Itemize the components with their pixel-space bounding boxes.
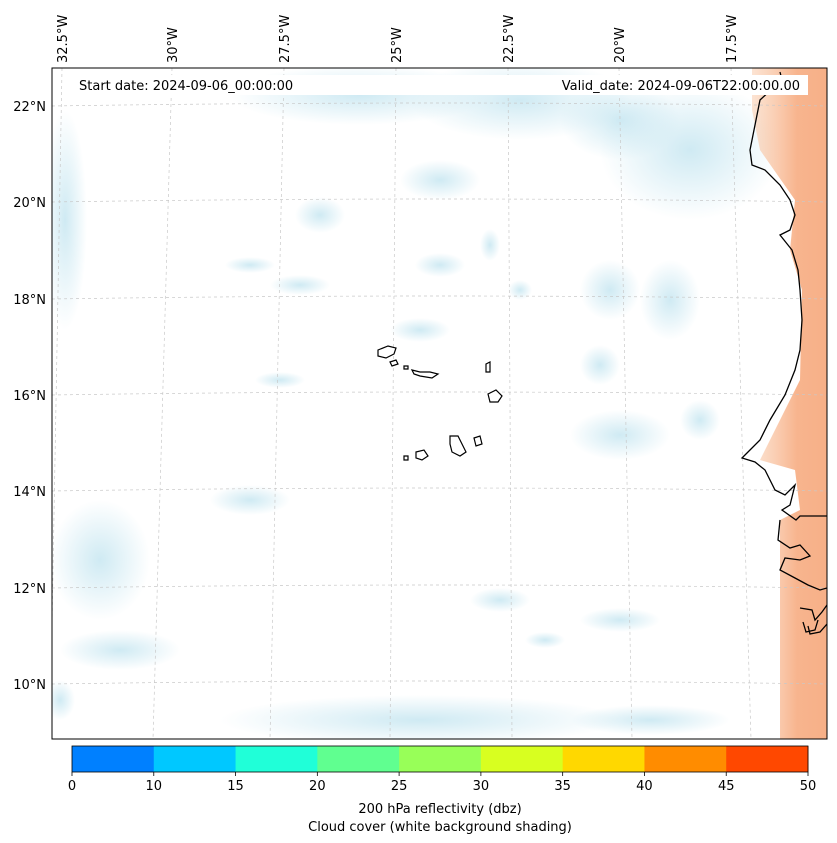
valid-date-text: Valid_date: 2024-09-06T22:00:00.00 <box>562 79 800 94</box>
colorbar: 0 10 15 20 25 30 35 40 45 50 200 hPa reflectivity… <box>68 745 816 835</box>
island-santo-antao <box>377 345 397 359</box>
colorbar-border <box>71 745 809 773</box>
colorbar-swatch <box>399 746 482 772</box>
lat-label: 20°N <box>13 196 46 211</box>
island-sao-vicente <box>389 359 399 367</box>
colorbar-tick-label: 30 <box>473 779 490 794</box>
lon-label: 25°W <box>390 27 405 63</box>
lon-label: 30°W <box>166 27 181 63</box>
colorbar-tick-label: 40 <box>636 779 653 794</box>
latitude-labels: 22°N 20°N 18°N 16°N 14°N 12°N 10°N <box>13 100 46 693</box>
lon-label: 17.5°W <box>725 15 740 63</box>
colorbar-swatch <box>726 746 809 772</box>
cloud-cover-layer <box>52 68 780 739</box>
graticule <box>52 68 827 739</box>
island-sal <box>485 361 491 373</box>
lon-label: 22.5°W <box>502 15 517 63</box>
colorbar-tick-label: 20 <box>309 779 326 794</box>
colorbar-swatches <box>72 746 809 772</box>
colorbar-tick-label: 10 <box>146 779 163 794</box>
lon-label: 20°W <box>613 27 628 63</box>
cape-verde-islands <box>377 345 503 461</box>
colorbar-ticks: 0 10 15 20 25 30 35 40 45 50 <box>68 772 816 794</box>
colorbar-tick-label: 45 <box>718 779 735 794</box>
island-fogo <box>415 449 429 461</box>
lon-label: 32.5°W <box>56 15 71 63</box>
island-santiago <box>449 435 467 457</box>
date-info-box <box>70 75 808 95</box>
colorbar-swatch <box>644 746 727 772</box>
africa-coastline <box>740 71 827 635</box>
colorbar-swatch <box>317 746 400 772</box>
colorbar-label-line1: 200 hPa reflectivity (dbz) <box>358 802 521 817</box>
colorbar-swatch <box>153 746 237 772</box>
longitude-labels: 32.5°W 30°W 27.5°W 25°W 22.5°W 20°W 17.5… <box>56 15 740 63</box>
map-border <box>51 67 828 740</box>
colorbar-label-line2: Cloud cover (white background shading) <box>308 820 572 835</box>
colorbar-swatch <box>480 746 564 772</box>
land-reflectivity-shading <box>752 68 827 739</box>
colorbar-tick-label: 50 <box>800 779 817 794</box>
lat-label: 22°N <box>13 100 46 115</box>
island-brava <box>403 455 409 461</box>
colorbar-swatch <box>562 746 645 772</box>
lat-label: 10°N <box>13 678 46 693</box>
colorbar-tick-label: 25 <box>391 779 408 794</box>
island-maio <box>473 435 483 447</box>
island-boa-vista <box>487 389 503 403</box>
colorbar-tick-label: 35 <box>554 779 571 794</box>
start-date-text: Start date: 2024-09-06_00:00:00 <box>79 79 293 94</box>
colorbar-swatch <box>72 746 155 772</box>
lon-label: 27.5°W <box>278 15 293 63</box>
colorbar-swatch <box>235 746 318 772</box>
lat-label: 16°N <box>13 389 46 404</box>
lat-label: 14°N <box>13 485 46 500</box>
colorbar-tick-label: 0 <box>68 779 76 794</box>
island-santa-luzia <box>403 365 409 370</box>
lat-label: 18°N <box>13 293 46 308</box>
island-sao-nicolau <box>410 369 440 379</box>
colorbar-tick-label: 15 <box>227 779 244 794</box>
lat-label: 12°N <box>13 582 46 597</box>
